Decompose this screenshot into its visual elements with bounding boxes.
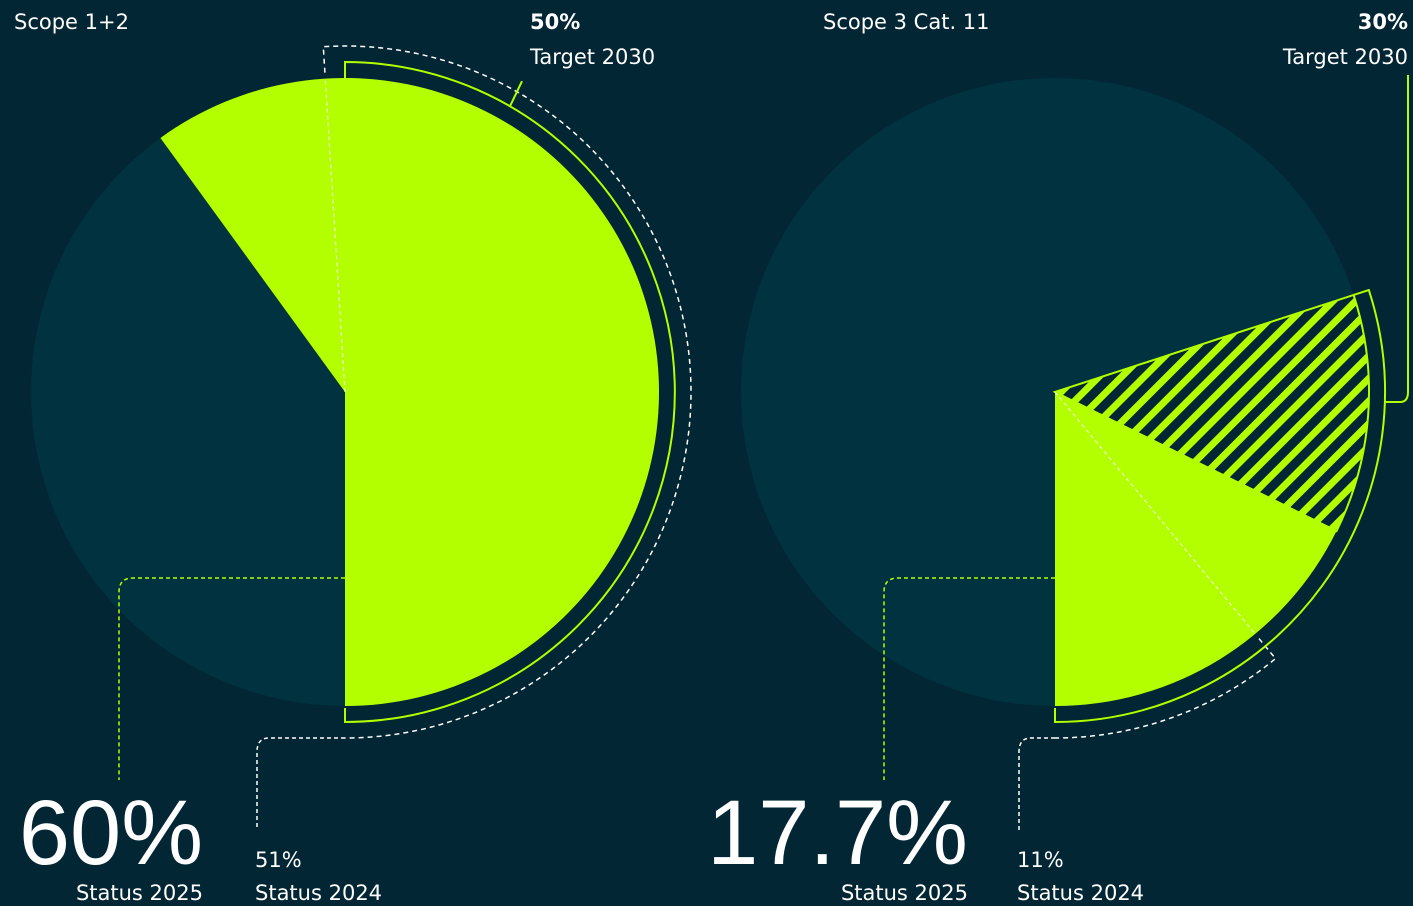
- status-2025-label: Status 2025: [76, 881, 203, 905]
- status-2024-radius: [1054, 391, 1256, 635]
- status-2024-radius: [324, 78, 346, 393]
- chart-title: Scope 3 Cat. 11: [823, 10, 990, 34]
- target-label: Target 2030: [1282, 45, 1408, 69]
- chart-title: Scope 1+2: [14, 10, 129, 34]
- status-2025-sector: [160, 78, 659, 706]
- status-2024-label: Status 2024: [255, 881, 382, 905]
- status-2024-value: 51%: [255, 848, 302, 872]
- status-2025-leader: [118, 577, 345, 780]
- target-arc: [1054, 288, 1387, 724]
- status-2024-label: Status 2024: [1017, 881, 1144, 905]
- target-leader: [1385, 75, 1409, 403]
- target-label: Target 2030: [529, 45, 655, 69]
- status-2024-leader: [256, 737, 345, 830]
- status-2025-leader: [883, 577, 1055, 780]
- status-2024-arc: [1054, 638, 1277, 739]
- target-value: 30%: [1358, 10, 1408, 34]
- target-gap-wedge: [1052, 293, 1370, 533]
- status-2024-leader: [1018, 737, 1055, 830]
- status-2025-value: 17.7%: [707, 782, 968, 884]
- status-2025-value: 60%: [19, 782, 203, 884]
- target-leader: [509, 80, 523, 107]
- status-2025-sector: [1055, 392, 1337, 706]
- status-2025-label: Status 2025: [841, 881, 968, 905]
- status-2024-arc: [322, 45, 692, 739]
- status-2024-value: 11%: [1017, 848, 1064, 872]
- target-arc: [344, 60, 676, 724]
- target-value: 50%: [530, 10, 580, 34]
